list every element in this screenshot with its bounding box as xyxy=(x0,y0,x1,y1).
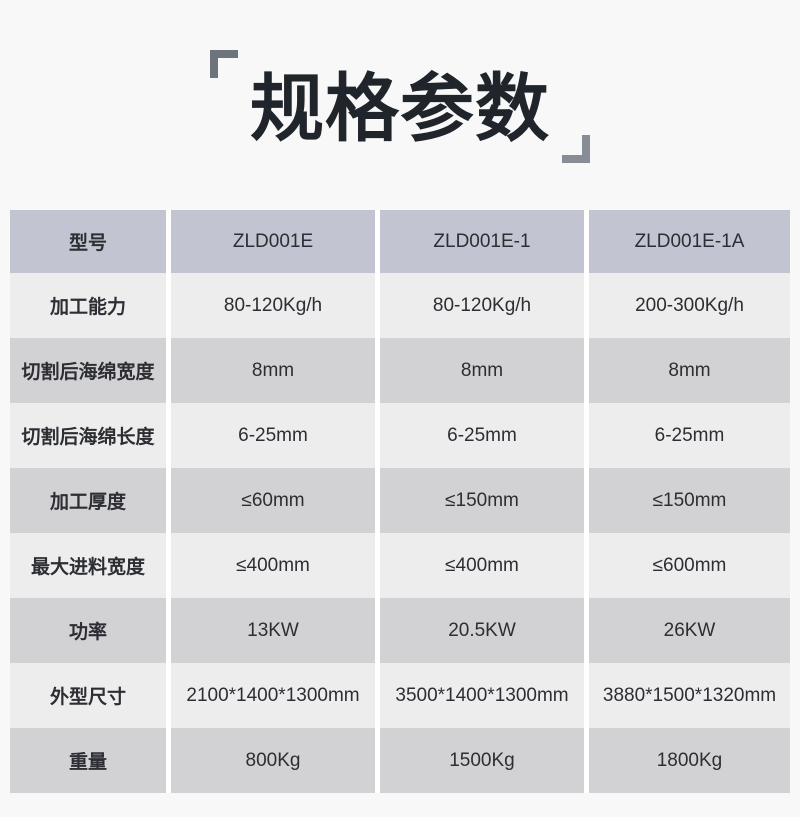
corner-bracket-top-left-icon xyxy=(210,50,238,78)
table-row: 切割后海绵宽度 8mm 8mm 8mm xyxy=(10,338,790,403)
cell-value: ≤600mm xyxy=(589,533,790,598)
table-row: 重量 800Kg 1500Kg 1800Kg xyxy=(10,728,790,793)
cell-value: 20.5KW xyxy=(380,598,584,663)
table-row: 外型尺寸 2100*1400*1300mm 3500*1400*1300mm 3… xyxy=(10,663,790,728)
corner-bracket-bottom-right-icon xyxy=(562,135,590,163)
model-name: ZLD001E-1 xyxy=(380,210,584,273)
row-label: 最大进料宽度 xyxy=(10,533,166,598)
row-label: 外型尺寸 xyxy=(10,663,166,728)
row-label: 重量 xyxy=(10,728,166,793)
row-label: 加工厚度 xyxy=(10,468,166,533)
cell-value: 1800Kg xyxy=(589,728,790,793)
row-label: 加工能力 xyxy=(10,273,166,338)
cell-value: 200-300Kg/h xyxy=(589,273,790,338)
row-label: 功率 xyxy=(10,598,166,663)
cell-value: 3880*1500*1320mm xyxy=(589,663,790,728)
page-title: 规格参数 xyxy=(250,67,550,150)
table-row: 加工能力 80-120Kg/h 80-120Kg/h 200-300Kg/h xyxy=(10,273,790,338)
cell-value: 6-25mm xyxy=(380,403,584,468)
table-row: 切割后海绵长度 6-25mm 6-25mm 6-25mm xyxy=(10,403,790,468)
cell-value: 1500Kg xyxy=(380,728,584,793)
cell-value: ≤60mm xyxy=(171,468,375,533)
cell-value: 800Kg xyxy=(171,728,375,793)
title-block: 规格参数 xyxy=(0,0,800,200)
model-name: ZLD001E xyxy=(171,210,375,273)
cell-value: 80-120Kg/h xyxy=(171,273,375,338)
header-label: 型号 xyxy=(10,210,166,273)
cell-value: ≤400mm xyxy=(380,533,584,598)
cell-value: ≤150mm xyxy=(380,468,584,533)
cell-value: ≤150mm xyxy=(589,468,790,533)
cell-value: 13KW xyxy=(171,598,375,663)
cell-value: 8mm xyxy=(171,338,375,403)
cell-value: 3500*1400*1300mm xyxy=(380,663,584,728)
row-label: 切割后海绵长度 xyxy=(10,403,166,468)
cell-value: 26KW xyxy=(589,598,790,663)
cell-value: 2100*1400*1300mm xyxy=(171,663,375,728)
model-name: ZLD001E-1A xyxy=(589,210,790,273)
table-header-row: 型号 ZLD001E ZLD001E-1 ZLD001E-1A xyxy=(10,210,790,273)
cell-value: 80-120Kg/h xyxy=(380,273,584,338)
row-label: 切割后海绵宽度 xyxy=(10,338,166,403)
cell-value: ≤400mm xyxy=(171,533,375,598)
cell-value: 8mm xyxy=(380,338,584,403)
table-row: 加工厚度 ≤60mm ≤150mm ≤150mm xyxy=(10,468,790,533)
table-row: 最大进料宽度 ≤400mm ≤400mm ≤600mm xyxy=(10,533,790,598)
table-row: 功率 13KW 20.5KW 26KW xyxy=(10,598,790,663)
spec-table: 型号 ZLD001E ZLD001E-1 ZLD001E-1A 加工能力 80-… xyxy=(10,210,790,793)
cell-value: 6-25mm xyxy=(171,403,375,468)
cell-value: 8mm xyxy=(589,338,790,403)
cell-value: 6-25mm xyxy=(589,403,790,468)
